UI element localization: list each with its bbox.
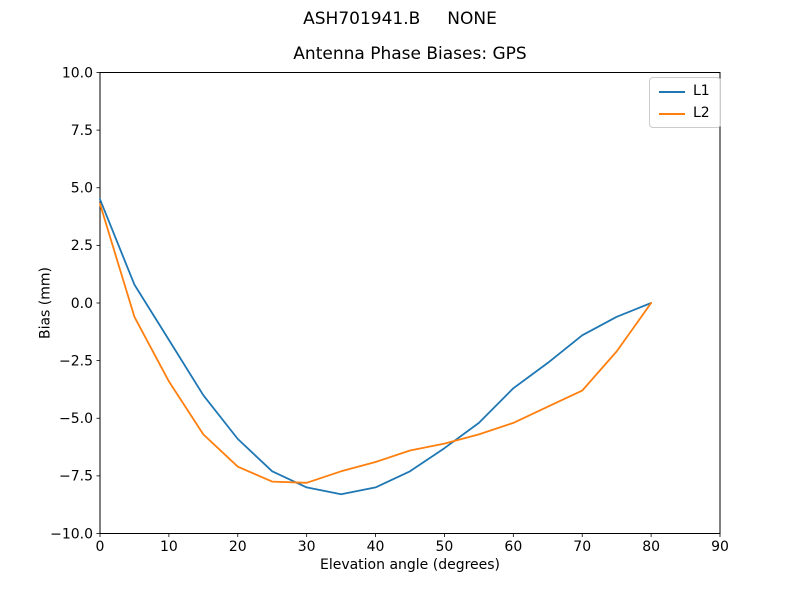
y-tick-label: −7.5	[59, 469, 93, 485]
l2-line-swatch	[659, 112, 685, 115]
x-tick-label: 60	[504, 539, 522, 555]
figure-suptitle: ASH701941.B NONE	[303, 9, 497, 29]
legend-entry-l1: L1	[659, 84, 710, 99]
x-tick-label: 30	[298, 539, 316, 555]
x-tick-label: 0	[96, 539, 105, 555]
y-tick-label: −5.0	[59, 411, 93, 427]
x-tick-label: 40	[367, 539, 385, 555]
y-tick-label: −2.5	[59, 353, 93, 369]
x-tick-label: 20	[229, 539, 247, 555]
y-tick-label: 2.5	[71, 238, 93, 254]
legend-entry-l2: L2	[659, 106, 710, 121]
x-tick-label: 90	[711, 539, 729, 555]
x-tick-label: 70	[573, 539, 591, 555]
x-tick-label: 10	[160, 539, 178, 555]
x-axis-label: Elevation angle (degrees)	[319, 557, 501, 573]
legend-label-l1: L1	[693, 83, 710, 99]
axes-frame	[99, 72, 721, 534]
y-axis-label: Bias (mm)	[37, 266, 54, 340]
axes-title: Antenna Phase Biases: GPS	[293, 44, 527, 64]
legend: L1 L2	[649, 77, 721, 128]
y-tick-label: 0.0	[71, 296, 93, 312]
y-tick-label: 10.0	[62, 65, 93, 81]
x-tick-label: 50	[436, 539, 454, 555]
y-tick-label: 5.0	[71, 181, 93, 197]
x-tick-label: 80	[642, 539, 660, 555]
l1-line	[99, 198, 652, 496]
y-tick-label: 7.5	[71, 123, 93, 139]
l2-line	[99, 202, 652, 484]
l1-line-swatch	[659, 90, 685, 93]
y-tick-label: −10.0	[50, 526, 93, 542]
legend-label-l2: L2	[693, 105, 710, 121]
